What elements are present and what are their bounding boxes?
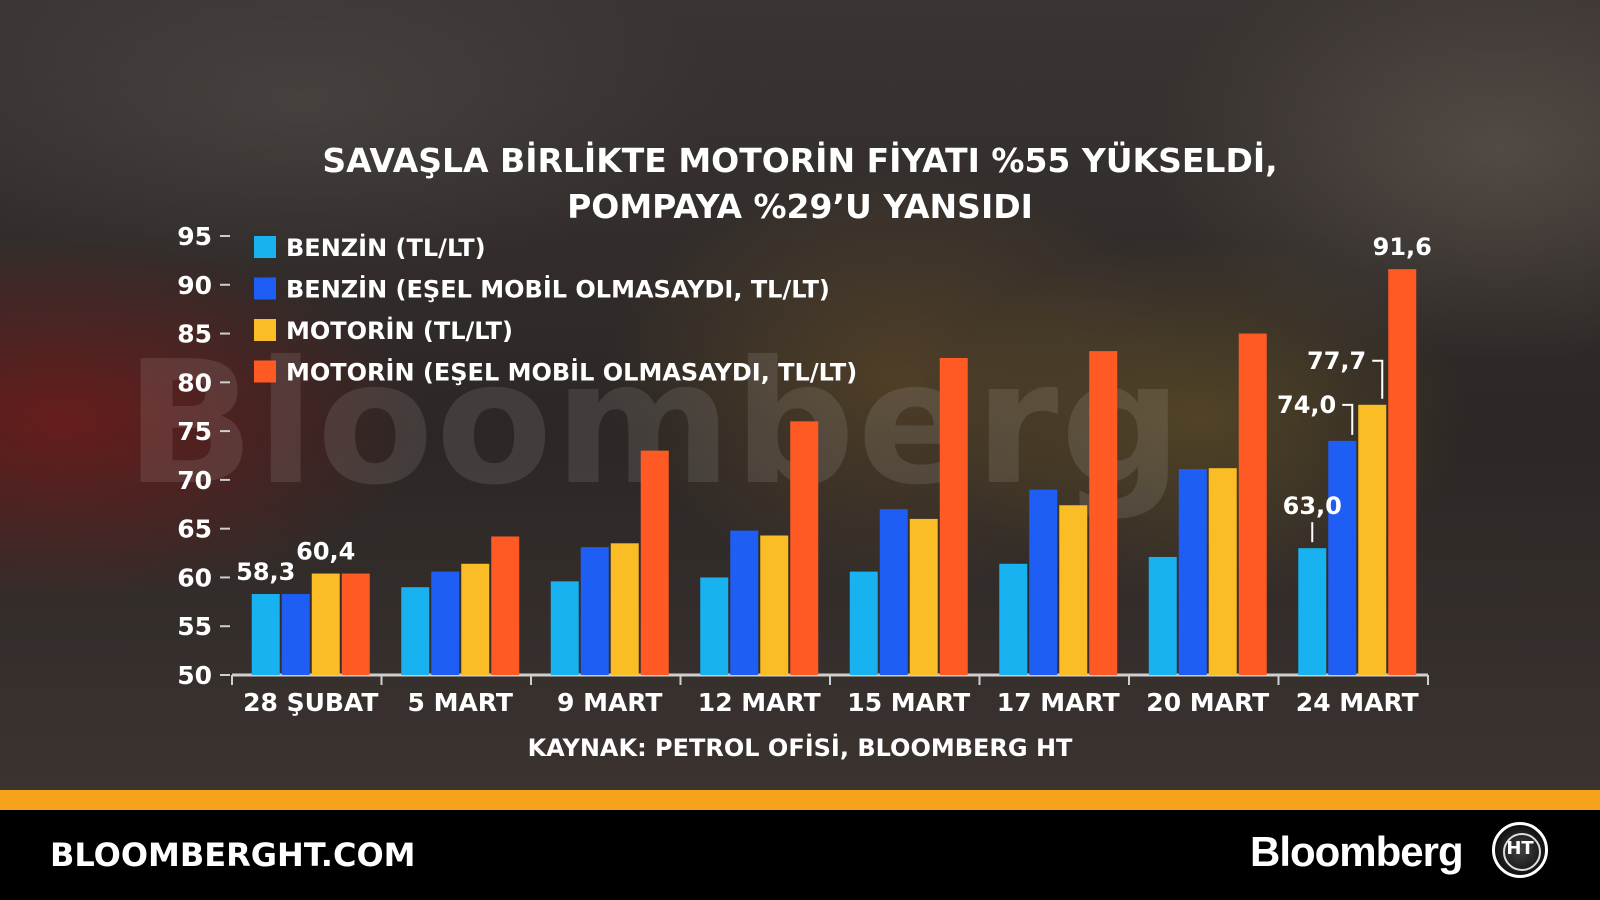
bar xyxy=(491,536,520,675)
bar xyxy=(939,357,968,675)
legend-label: MOTORİN (EŞEL MOBİL OLMASAYDI, TL/LT) xyxy=(286,358,857,387)
label-leader xyxy=(1372,359,1384,399)
ht-badge-icon: HT xyxy=(1492,822,1548,878)
bar xyxy=(251,594,280,675)
bar xyxy=(461,563,490,675)
y-axis: 50 55 60 65 70 75 80 85 90 95 xyxy=(177,222,230,690)
site-url[interactable]: BLOOMBERGHT.COM xyxy=(50,836,416,874)
bar xyxy=(1089,351,1118,675)
y-tick-label: 60 xyxy=(177,563,212,592)
bar xyxy=(1178,469,1207,675)
data-label: 60,4 xyxy=(296,538,355,566)
bar xyxy=(730,530,759,675)
legend-swatch xyxy=(254,236,276,258)
y-tick-label: 90 xyxy=(177,271,212,300)
bar xyxy=(401,587,430,675)
y-tick-label: 75 xyxy=(177,417,212,446)
legend-swatch xyxy=(254,319,276,341)
bar xyxy=(281,594,310,675)
y-tick-label: 95 xyxy=(177,222,212,251)
x-tick-label: 17 MART xyxy=(997,688,1120,717)
legend-label: BENZİN (EŞEL MOBİL OLMASAYDI, TL/LT) xyxy=(286,275,830,304)
x-tick-label: 20 MART xyxy=(1146,688,1269,717)
orange-stripe xyxy=(0,790,1600,810)
y-tick-label: 65 xyxy=(177,515,212,544)
bar xyxy=(760,535,789,675)
legend-label: BENZİN (TL/LT) xyxy=(286,233,486,262)
ht-badge-text: HT xyxy=(1506,838,1534,859)
x-axis: 28 ŞUBAT 5 MART 9 MART 12 MART 15 MART 17 MAR… xyxy=(231,673,1429,717)
chart-title-line-1: SAVAŞLA BİRLİKTE MOTORİN FİYATI %55 YÜKS… xyxy=(322,141,1278,180)
source-note: KAYNAK: PETROL OFİSİ, BLOOMBERG HT xyxy=(528,733,1073,762)
bar-chart: 50 55 60 65 70 75 80 85 90 95 28 ŞUBAT 5 MART 9 MAR… xyxy=(177,222,1432,762)
bars xyxy=(251,269,1417,675)
bar xyxy=(1238,333,1267,675)
legend-swatch xyxy=(254,360,276,383)
bar xyxy=(610,543,639,675)
bar xyxy=(1388,269,1417,675)
bar xyxy=(909,518,938,675)
x-tick-label: 12 MART xyxy=(698,688,821,717)
label-leader-lines xyxy=(1311,359,1384,543)
bar xyxy=(1208,468,1237,675)
y-tick-label: 70 xyxy=(177,466,212,495)
x-tick-label: 28 ŞUBAT xyxy=(243,688,378,717)
chart-title-line-2: POMPAYA %29’U YANSIDI xyxy=(567,187,1033,226)
data-label: 91,6 xyxy=(1373,233,1432,261)
bar xyxy=(879,509,908,675)
chart-title: SAVAŞLA BİRLİKTE MOTORİN FİYATI %55 YÜKS… xyxy=(0,138,1600,230)
bar xyxy=(999,563,1028,675)
bar xyxy=(341,573,370,675)
bar xyxy=(1059,505,1088,675)
data-label: 77,7 xyxy=(1307,347,1366,375)
y-tick-label: 50 xyxy=(177,661,212,690)
y-tick-label: 55 xyxy=(177,612,212,641)
bloomberg-logo: Bloomberg xyxy=(1250,828,1464,875)
bar xyxy=(1029,489,1058,675)
bar xyxy=(640,450,669,675)
bar xyxy=(431,571,460,675)
legend: BENZİN (TL/LT) BENZİN (EŞEL MOBİL OLMASAY… xyxy=(254,233,857,387)
data-label: 74,0 xyxy=(1277,391,1336,419)
bar xyxy=(550,581,579,675)
x-tick-label: 9 MART xyxy=(557,688,663,717)
bar xyxy=(700,577,729,675)
data-label: 63,0 xyxy=(1283,492,1342,520)
bar xyxy=(1358,404,1387,675)
y-tick-label: 80 xyxy=(177,368,212,397)
bar xyxy=(1328,440,1357,675)
bar xyxy=(1148,556,1177,675)
bar xyxy=(849,571,878,675)
legend-label: MOTORİN (TL/LT) xyxy=(286,316,513,345)
data-labels: 58,360,4 63,0 74,0 77,7 91,6 xyxy=(236,233,1432,586)
bar xyxy=(1298,548,1327,675)
x-tick-label: 24 MART xyxy=(1296,688,1419,717)
bar xyxy=(580,547,609,675)
data-label: 58,3 xyxy=(236,558,295,586)
bar xyxy=(311,573,340,675)
x-tick-label: 5 MART xyxy=(407,688,513,717)
legend-swatch xyxy=(254,277,276,300)
bar xyxy=(790,421,819,675)
y-tick-label: 85 xyxy=(177,320,212,349)
label-leader xyxy=(1342,403,1354,435)
footer-bar: BLOOMBERGHT.COM Bloomberg HT xyxy=(0,810,1600,900)
x-tick-label: 15 MART xyxy=(847,688,970,717)
